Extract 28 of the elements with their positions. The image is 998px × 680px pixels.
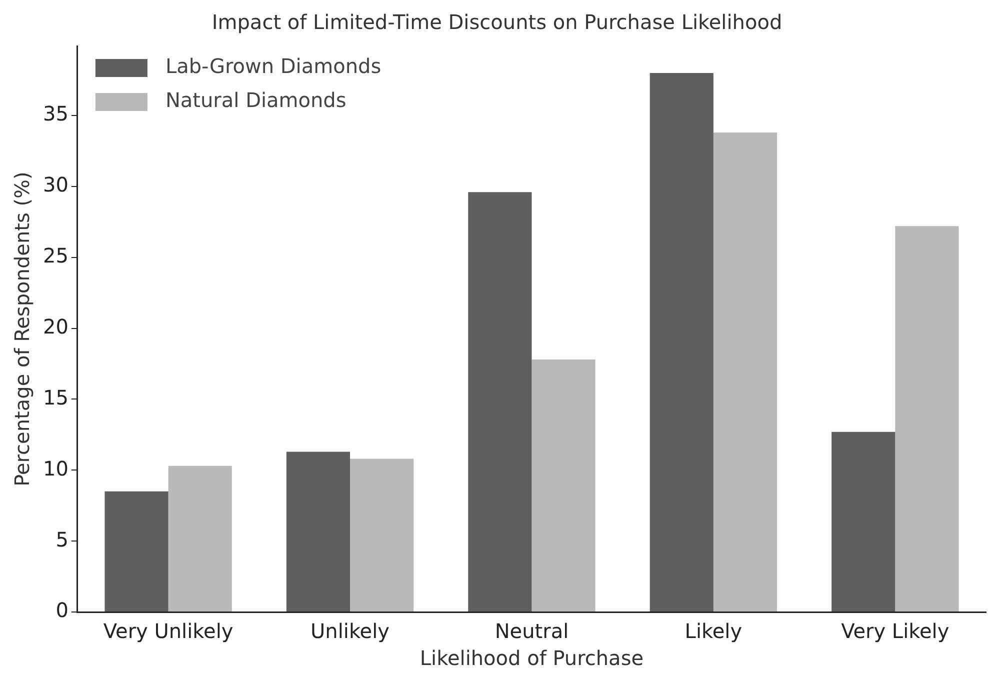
x-axis-title: Likelihood of Purchase (420, 646, 644, 670)
x-tick-label: Unlikely (310, 619, 390, 644)
legend-label: Natural Diamonds (165, 88, 346, 112)
bar (832, 432, 896, 612)
y-tick-label: 5 (56, 527, 68, 552)
y-tick-label: 0 (56, 598, 68, 622)
x-tick-label: Neutral (494, 619, 569, 644)
bar (650, 72, 714, 612)
bar (286, 452, 350, 612)
y-tick-label: 35 (42, 102, 68, 126)
bar (168, 466, 232, 612)
bar (532, 360, 596, 612)
y-tick-label: 10 (42, 456, 68, 480)
bar (468, 192, 532, 612)
bar (713, 132, 778, 612)
x-tick-label: Likely (684, 619, 742, 644)
y-tick-label: 15 (42, 385, 68, 410)
bar (895, 226, 959, 612)
bar (104, 491, 168, 612)
chart-title: Impact of Limited-Time Discounts on Purchase Likelihood (212, 10, 782, 34)
legend-label: Lab-Grown Diamonds (165, 54, 382, 78)
x-tick-label: Very Unlikely (103, 619, 234, 644)
y-tick-label: 30 (42, 172, 68, 197)
y-axis-title: Percentage of Respondents (%) (10, 172, 34, 486)
bar (350, 458, 414, 612)
y-tick-label: 25 (42, 244, 68, 268)
y-tick-label: 20 (42, 314, 68, 338)
x-tick-label: Very Likely (841, 619, 950, 644)
